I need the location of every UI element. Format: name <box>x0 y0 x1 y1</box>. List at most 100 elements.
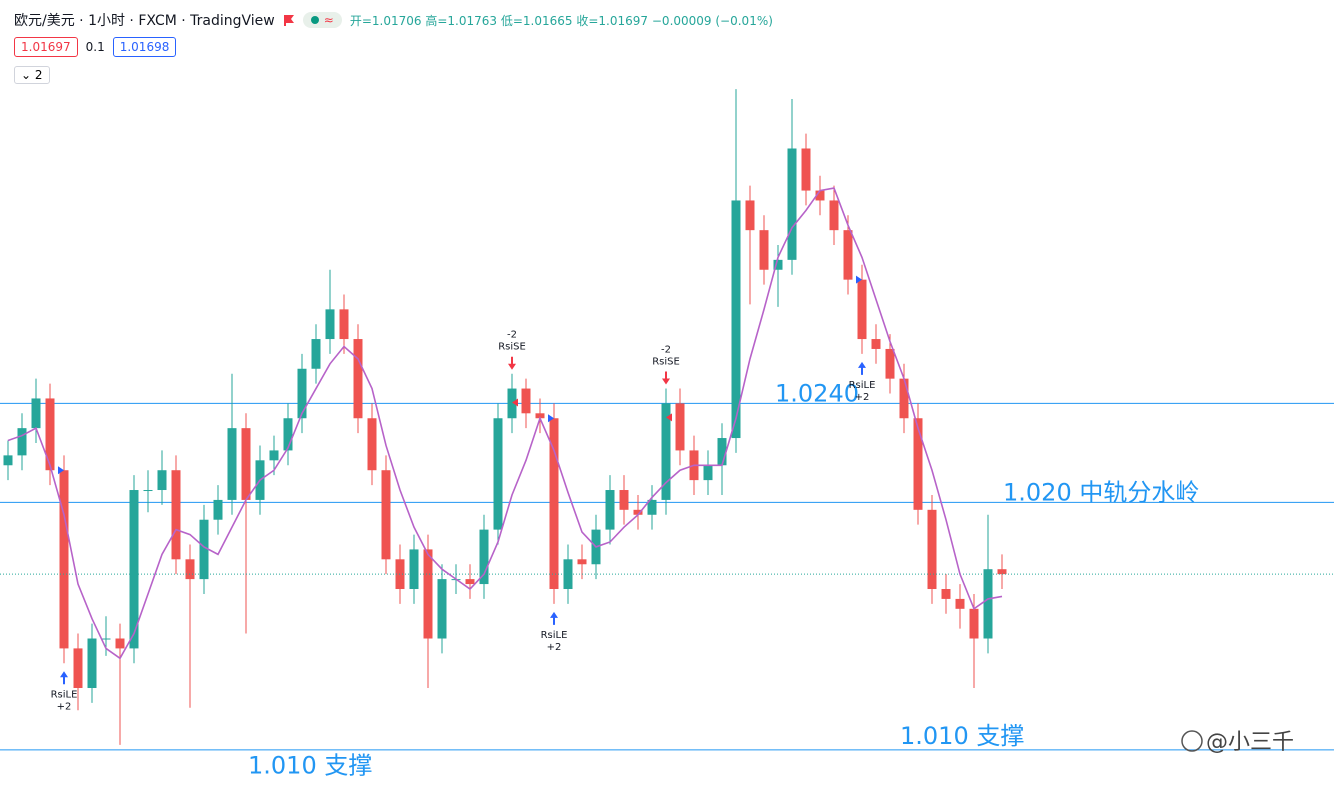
signal-name: RsiLE <box>51 689 78 700</box>
candle-body <box>3 455 13 466</box>
signal-name: RsiLE <box>541 630 568 641</box>
ohlc-low: 低=1.01665 <box>500 13 573 28</box>
exit-arrow <box>508 356 516 370</box>
candle-body <box>983 569 993 639</box>
candle-body <box>913 418 923 510</box>
trade-signal: RsiLE+2 <box>51 466 78 712</box>
indicator-count: 2 <box>34 68 43 82</box>
candle-body <box>787 148 797 260</box>
candle-body <box>843 230 853 280</box>
ohlc-change: −0.00009 (−0.01%) <box>651 13 773 28</box>
candle-body <box>437 579 447 639</box>
watermark-logo <box>1181 730 1203 752</box>
candle-body <box>199 519 209 580</box>
candle-body <box>969 608 979 639</box>
ask-button[interactable]: 1.01698 <box>112 37 177 57</box>
candle-body <box>703 465 713 481</box>
candle-body <box>87 638 97 689</box>
moving-average <box>7 187 1003 660</box>
candle-body <box>535 413 545 419</box>
candle-body <box>829 200 839 231</box>
candle-body <box>493 418 503 530</box>
candle-body <box>507 388 517 419</box>
level-label: 1.010 支撑 <box>248 751 372 779</box>
candle-body <box>647 499 657 515</box>
candle-body <box>17 428 27 456</box>
level-label: 1.020 中轨分水岭 <box>1003 478 1199 506</box>
candle-body <box>423 549 433 639</box>
entry-arrow <box>858 361 866 375</box>
candle-body <box>955 598 965 609</box>
entry-arrow <box>60 671 68 685</box>
candle-body <box>465 579 475 585</box>
candle-body <box>227 428 237 500</box>
bid-button[interactable]: 1.01697 <box>14 37 78 57</box>
ohlc-open: 开=1.01706 <box>349 13 422 28</box>
status-toggle[interactable]: ≈ <box>302 12 342 28</box>
exit-arrow <box>662 371 670 385</box>
candle-body <box>675 403 685 451</box>
signal-qty: -2 <box>661 345 671 356</box>
candle-body <box>605 490 615 530</box>
exit-marker <box>666 413 672 422</box>
candle-body <box>353 339 363 419</box>
candle-body <box>633 509 643 515</box>
candle-body <box>213 499 223 520</box>
entry-arrow <box>550 611 558 625</box>
candle-body <box>759 230 769 270</box>
candle-body <box>73 648 83 689</box>
trade-signal: RsiLE+2 <box>541 414 568 653</box>
candle-body <box>941 589 951 599</box>
level-label: 1.010 支撑 <box>900 722 1024 750</box>
candle-body <box>801 148 811 191</box>
candle-body <box>899 378 909 419</box>
candle-body <box>479 529 489 585</box>
quote-row: 1.01697 0.1 1.01698 <box>14 37 177 57</box>
signal-name: RsiSE <box>652 357 680 368</box>
candle-body <box>885 348 895 379</box>
signal-qty: +2 <box>547 642 562 653</box>
candle-body <box>101 638 111 640</box>
candle-body <box>549 418 559 590</box>
candle-body <box>927 509 937 590</box>
header: 欧元/美元 · 1小时 · FXCM · TradingView ≈ 开=1.0… <box>14 10 773 30</box>
candle-body <box>241 428 251 500</box>
ohlc-close: 收=1.01697 <box>576 13 649 28</box>
candle-body <box>339 309 349 340</box>
candle-body <box>283 418 293 451</box>
candle-body <box>871 339 881 349</box>
watermark: @小三千 <box>1206 730 1294 755</box>
flag-icon[interactable] <box>283 14 295 26</box>
ohlc-high: 高=1.01763 <box>425 13 498 28</box>
candle-body <box>115 638 125 649</box>
candle-body <box>269 450 279 461</box>
entry-marker <box>58 466 64 475</box>
candle-body <box>367 418 377 471</box>
signal-qty: -2 <box>507 330 517 341</box>
candle-body <box>129 490 139 649</box>
candle-body <box>185 559 195 580</box>
candle-body <box>31 398 41 429</box>
candle-body <box>773 259 783 270</box>
candle-body <box>45 398 55 471</box>
entry-marker <box>856 275 862 284</box>
candle-body <box>745 200 755 231</box>
spread: 0.1 <box>85 40 105 54</box>
indicator-toggle[interactable]: ⌄ 2 <box>14 66 50 84</box>
candle-body <box>157 470 167 491</box>
candle-body <box>59 470 69 649</box>
candle-body <box>325 309 335 340</box>
candle-body <box>619 490 629 510</box>
candle-body <box>521 388 531 414</box>
candle-body <box>997 569 1007 575</box>
candle-body <box>815 190 825 201</box>
candle-body <box>857 279 867 340</box>
symbol-title[interactable]: 欧元/美元 · 1小时 · FXCM · TradingView <box>14 13 275 29</box>
signal-name: RsiSE <box>498 342 526 353</box>
candle-body <box>661 403 671 500</box>
candle-body <box>143 490 153 492</box>
ohlc-legend: 开=1.01706 高=1.01763 低=1.01665 收=1.01697 … <box>350 12 773 29</box>
